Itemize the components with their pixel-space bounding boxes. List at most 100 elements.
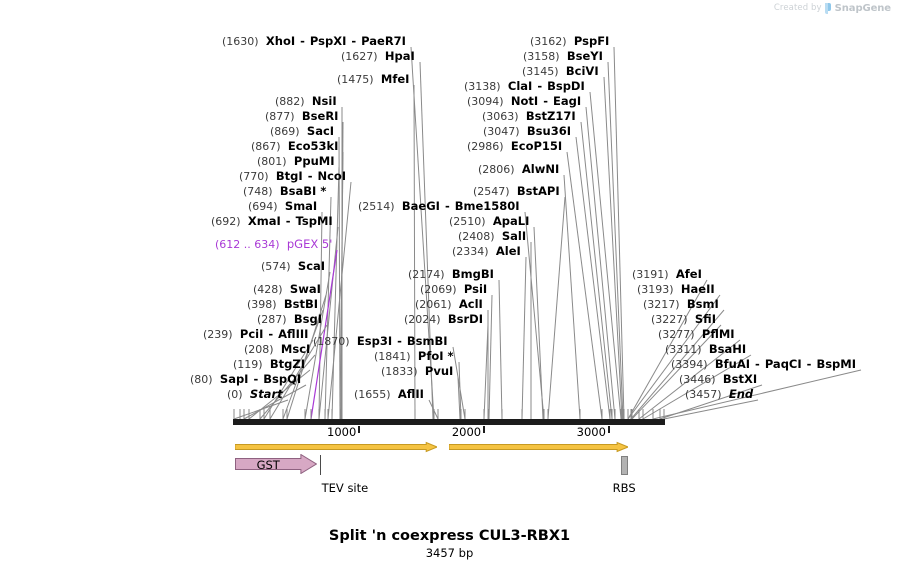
- site-enzyme-name: XhoI: [265, 34, 296, 48]
- restriction-site-label: (3094) NotI - EagI: [467, 95, 581, 108]
- site-enzyme-name: BspQI: [263, 372, 302, 386]
- site-position: (119): [233, 358, 263, 371]
- site-enzyme-name: BstZ17I: [525, 109, 576, 123]
- site-enzyme-name: AflII: [397, 387, 424, 401]
- site-enzyme-name: Start: [249, 387, 283, 401]
- orf-arrow: [234, 441, 437, 453]
- site-position: (3145): [522, 65, 559, 78]
- site-position: (3394): [671, 358, 708, 371]
- site-enzyme-name: BsmI: [686, 297, 719, 311]
- restriction-site-label: (1870) Esp3I - BsmBI: [313, 335, 448, 348]
- site-position: (1655): [354, 388, 391, 401]
- site-enzyme-name: PaqCI: [764, 357, 802, 371]
- leader-line: [566, 151, 603, 420]
- site-position: (2024): [404, 313, 441, 326]
- site-enzyme-name: SalI: [501, 229, 527, 243]
- restriction-site-label: (1841) PfoI *: [374, 350, 454, 363]
- site-position: (3227): [651, 313, 688, 326]
- site-enzyme-name: EcoP15I: [510, 139, 563, 153]
- site-enzyme-name: BtgZI: [269, 357, 306, 371]
- site-position: (1841): [374, 350, 411, 363]
- site-position: (3063): [482, 110, 519, 123]
- leader-line: [483, 324, 489, 420]
- restriction-site-label: (869) SacI: [270, 125, 334, 138]
- site-enzyme-name: BspMI: [816, 357, 857, 371]
- plasmid-size-label: 3457 bp: [425, 546, 474, 560]
- restriction-site-label: (1655) AflII: [354, 388, 424, 401]
- site-enzyme-name: BstBI: [283, 297, 319, 311]
- site-enzyme-name: BtgI: [275, 169, 303, 183]
- site-enzyme-name: Eco53kI: [287, 139, 339, 153]
- site-enzyme-name: AleI: [495, 244, 521, 258]
- name-separator: -: [533, 79, 547, 93]
- site-position: (748): [243, 185, 273, 198]
- site-enzyme-name: NsiI: [311, 94, 337, 108]
- name-separator: -: [347, 34, 361, 48]
- site-enzyme-name: Esp3I: [356, 334, 393, 348]
- restriction-site-label: (239) PciI - AflIII: [203, 328, 308, 341]
- restriction-site-label: (877) BseRI: [265, 110, 338, 123]
- restriction-site-label: (3162) PspFI: [530, 35, 609, 48]
- leader-line: [580, 121, 613, 420]
- restriction-site-label: (398) BstBI: [247, 298, 318, 311]
- site-position: (694): [248, 200, 278, 213]
- ruler-tick-label: 2000: [451, 425, 482, 439]
- feature-tev-site-marker[interactable]: [319, 455, 321, 475]
- name-separator: -: [802, 357, 816, 371]
- site-enzyme-name: HaeII: [680, 282, 715, 296]
- leader-line: [331, 166, 340, 420]
- site-position: (1833): [381, 365, 418, 378]
- restriction-site-label: (2408) SalI: [458, 230, 526, 243]
- site-enzyme-name: BmgBI: [451, 267, 494, 281]
- leader-line: [575, 136, 611, 420]
- site-position: (398): [247, 298, 277, 311]
- site-enzyme-name: SfiI: [694, 312, 716, 326]
- restriction-site-label: (428) SwaI: [253, 283, 321, 296]
- feature-label-rbs: RBS: [612, 481, 636, 495]
- feature-rbs-box[interactable]: [621, 456, 629, 475]
- site-position: (3217): [643, 298, 680, 311]
- leader-line: [458, 361, 462, 420]
- name-separator: -: [249, 372, 263, 386]
- leader-line: [524, 211, 545, 420]
- leader-line: [613, 46, 625, 420]
- site-position: (1870): [313, 335, 350, 348]
- site-position: (770): [239, 170, 269, 183]
- site-enzyme-name: TspMI: [295, 214, 333, 228]
- site-enzyme-name: NcoI: [317, 169, 347, 183]
- restriction-site-label: (1833) PvuI: [381, 365, 453, 378]
- site-enzyme-name: BstAPI: [516, 184, 560, 198]
- restriction-site-label: (801) PpuMI: [257, 155, 334, 168]
- watermark-created-by-text: Created by: [773, 3, 822, 14]
- site-position: (2061): [415, 298, 452, 311]
- site-enzyme-name: ApaLI: [492, 214, 530, 228]
- site-enzyme-name: BseYI: [566, 49, 603, 63]
- site-enzyme-name: SmaI: [284, 199, 318, 213]
- site-enzyme-name: ClaI: [507, 79, 533, 93]
- restriction-site-label: (3193) HaeII: [637, 283, 715, 296]
- site-position: (869): [270, 125, 300, 138]
- site-enzyme-name: MscI: [280, 342, 311, 356]
- restriction-site-label: (3217) BsmI: [643, 298, 719, 311]
- title-block: Split 'n coexpress CUL3-RBX1 3457 bp: [0, 528, 899, 560]
- leader-line: [589, 91, 622, 420]
- site-enzyme-name: XmaI: [247, 214, 281, 228]
- feature-label-gst: GST: [256, 458, 280, 472]
- leader-line: [340, 121, 344, 420]
- ruler-tick: [358, 426, 361, 433]
- restriction-site-label: (574) ScaI: [261, 260, 325, 273]
- restriction-site-label: (1475) MfeI: [337, 73, 409, 86]
- restriction-site-label: (119) BtgZI: [233, 358, 305, 371]
- sequence-backbone: [233, 419, 665, 425]
- feature-gst-arrow[interactable]: [235, 454, 318, 474]
- name-separator: -: [539, 94, 552, 108]
- leader-line: [547, 196, 566, 420]
- site-enzyme-name: AflIII: [278, 327, 309, 341]
- leader-line: [452, 346, 466, 420]
- site-position: (1475): [337, 73, 374, 86]
- restriction-site-label: (748) BsaBI *: [243, 185, 326, 198]
- orf-arrow: [448, 441, 628, 453]
- site-enzyme-name: SwaI: [289, 282, 321, 296]
- site-position: (208): [244, 343, 274, 356]
- restriction-site-label: (694) SmaI: [248, 200, 317, 213]
